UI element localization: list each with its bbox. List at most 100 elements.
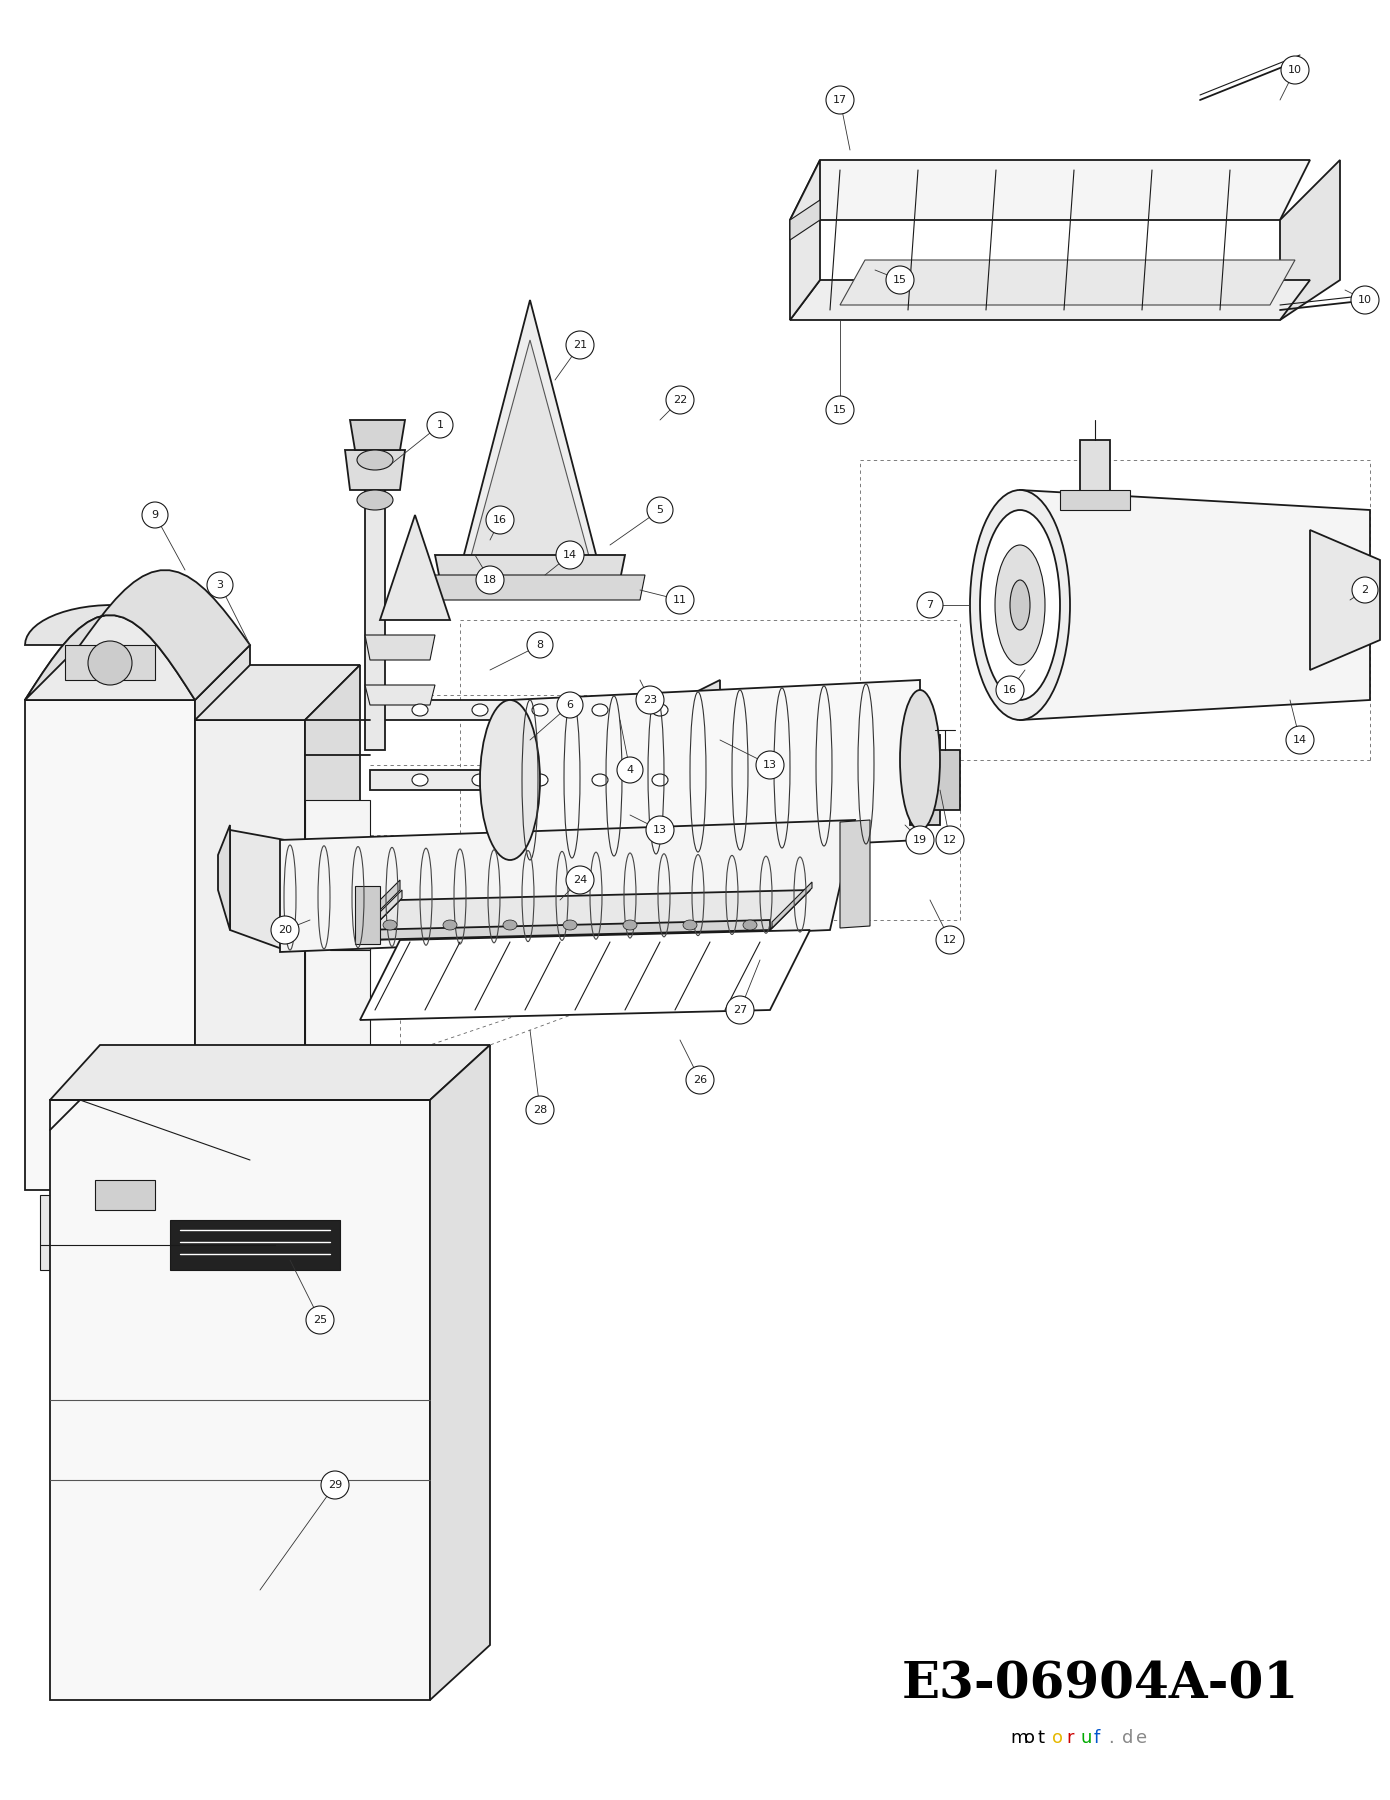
Ellipse shape xyxy=(592,704,607,716)
Circle shape xyxy=(917,592,942,617)
Text: 19: 19 xyxy=(913,835,927,844)
Ellipse shape xyxy=(652,774,669,787)
Polygon shape xyxy=(350,419,404,450)
Circle shape xyxy=(637,686,664,715)
Polygon shape xyxy=(840,259,1295,304)
Polygon shape xyxy=(771,882,812,929)
Polygon shape xyxy=(366,686,435,706)
Polygon shape xyxy=(50,1046,491,1100)
Text: d: d xyxy=(1122,1730,1133,1748)
Text: 12: 12 xyxy=(942,934,958,945)
Circle shape xyxy=(666,385,694,414)
Polygon shape xyxy=(1020,490,1371,720)
Polygon shape xyxy=(435,554,626,580)
Polygon shape xyxy=(50,1100,430,1699)
Ellipse shape xyxy=(652,704,669,716)
Polygon shape xyxy=(360,931,810,1021)
Polygon shape xyxy=(25,616,195,700)
Polygon shape xyxy=(370,841,720,860)
Polygon shape xyxy=(65,644,156,680)
Polygon shape xyxy=(460,301,600,571)
Text: 16: 16 xyxy=(1004,686,1017,695)
Polygon shape xyxy=(170,1220,341,1271)
Ellipse shape xyxy=(357,450,393,470)
Polygon shape xyxy=(329,900,370,950)
Circle shape xyxy=(527,632,553,659)
Text: u: u xyxy=(1080,1730,1091,1748)
Circle shape xyxy=(906,826,934,853)
Text: 2: 2 xyxy=(1361,585,1369,596)
Polygon shape xyxy=(250,1215,275,1291)
Text: 28: 28 xyxy=(532,1105,548,1114)
Ellipse shape xyxy=(357,490,393,509)
Polygon shape xyxy=(345,450,404,490)
Circle shape xyxy=(1286,725,1314,754)
Polygon shape xyxy=(25,571,250,700)
Polygon shape xyxy=(840,821,870,929)
Text: 13: 13 xyxy=(763,760,777,770)
Text: o: o xyxy=(1024,1730,1036,1748)
Polygon shape xyxy=(304,664,360,1210)
Polygon shape xyxy=(500,731,520,830)
Text: 26: 26 xyxy=(694,1075,708,1085)
Ellipse shape xyxy=(88,641,132,686)
Ellipse shape xyxy=(503,920,517,931)
Text: 11: 11 xyxy=(673,596,687,605)
Text: 9: 9 xyxy=(152,509,158,520)
Ellipse shape xyxy=(995,545,1045,664)
Polygon shape xyxy=(361,889,402,938)
Text: 1: 1 xyxy=(436,419,443,430)
Polygon shape xyxy=(25,605,200,644)
Polygon shape xyxy=(1280,160,1340,320)
Circle shape xyxy=(826,396,853,425)
Circle shape xyxy=(935,826,965,853)
Circle shape xyxy=(566,866,594,895)
Polygon shape xyxy=(95,1181,156,1210)
Polygon shape xyxy=(354,886,379,943)
Circle shape xyxy=(646,497,673,524)
Polygon shape xyxy=(1309,529,1380,670)
Circle shape xyxy=(321,1471,349,1499)
Text: f: f xyxy=(1094,1730,1101,1748)
Text: m: m xyxy=(1011,1730,1027,1748)
Polygon shape xyxy=(930,751,960,810)
Polygon shape xyxy=(145,1195,170,1271)
Polygon shape xyxy=(195,664,360,720)
Text: 12: 12 xyxy=(942,835,958,844)
Ellipse shape xyxy=(623,920,637,931)
Ellipse shape xyxy=(744,920,758,931)
Text: E3-06904A-01: E3-06904A-01 xyxy=(901,1660,1298,1710)
Text: t: t xyxy=(1038,1730,1045,1748)
Polygon shape xyxy=(379,515,450,619)
Circle shape xyxy=(1282,56,1309,85)
Text: 8: 8 xyxy=(537,641,543,650)
Text: 16: 16 xyxy=(493,515,507,526)
Ellipse shape xyxy=(384,920,398,931)
Polygon shape xyxy=(680,680,720,900)
Circle shape xyxy=(1351,286,1379,313)
Polygon shape xyxy=(279,821,855,952)
Text: 10: 10 xyxy=(1358,295,1372,304)
Circle shape xyxy=(687,1066,714,1094)
Text: 27: 27 xyxy=(733,1004,748,1015)
Text: 13: 13 xyxy=(653,824,667,835)
Ellipse shape xyxy=(1011,580,1030,630)
Text: e: e xyxy=(1136,1730,1147,1748)
Circle shape xyxy=(666,587,694,614)
Text: 25: 25 xyxy=(313,1316,327,1325)
Text: 20: 20 xyxy=(278,925,292,934)
Text: 22: 22 xyxy=(673,394,687,405)
Ellipse shape xyxy=(473,774,488,787)
Circle shape xyxy=(475,565,505,594)
Polygon shape xyxy=(195,644,250,1190)
Ellipse shape xyxy=(980,509,1061,700)
Polygon shape xyxy=(366,635,435,661)
Ellipse shape xyxy=(563,920,577,931)
Circle shape xyxy=(525,1096,555,1123)
Polygon shape xyxy=(370,700,720,720)
Polygon shape xyxy=(304,799,370,1080)
Polygon shape xyxy=(470,340,589,560)
Polygon shape xyxy=(360,889,810,940)
Circle shape xyxy=(935,925,965,954)
Circle shape xyxy=(207,572,234,598)
